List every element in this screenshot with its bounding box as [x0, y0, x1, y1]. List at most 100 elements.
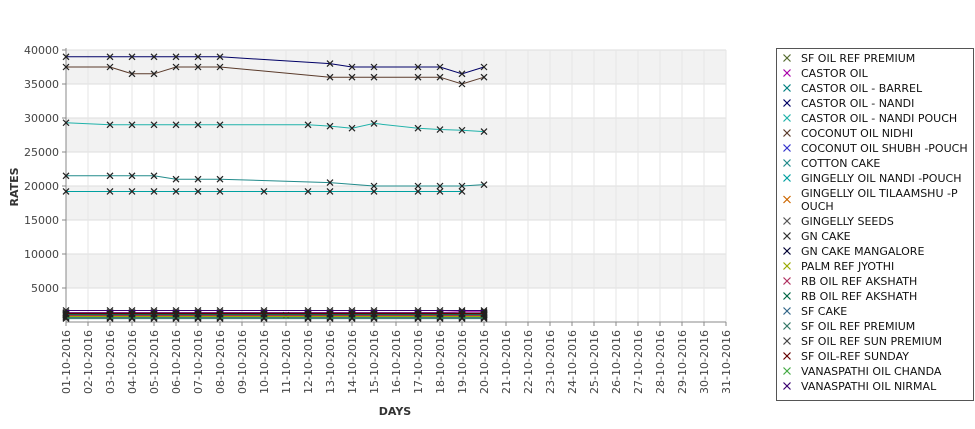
x-tick-label: 29-10-2016 — [676, 330, 689, 394]
x-tick-label: 01-10-2016 — [60, 330, 73, 394]
data-point — [414, 188, 422, 195]
data-point-stroke — [128, 70, 136, 78]
data-point — [62, 63, 70, 71]
legend-item: SF OIL REF SUN PREMIUM — [783, 335, 942, 348]
legend-label: COCONUT OIL SHUBH -POUCH — [801, 142, 968, 155]
data-point — [783, 54, 791, 62]
data-point — [172, 121, 180, 129]
legend-label-line: VANASPATHI OIL NIRMAL — [801, 380, 937, 393]
x-axis-ticks: 01-10-2016 02-10-2016 03-10-2016 04-10-2016… — [60, 322, 733, 394]
data-point — [128, 70, 136, 78]
data-point — [106, 307, 114, 314]
data-point — [150, 172, 158, 180]
data-point-stroke — [480, 181, 488, 189]
data-point-stroke — [370, 314, 378, 322]
x-tick-label: 12-10-2016 — [302, 330, 315, 394]
data-point-stroke — [106, 121, 114, 129]
data-point — [326, 60, 334, 68]
data-point-stroke — [304, 121, 312, 129]
data-point-stroke — [783, 217, 791, 225]
data-point — [370, 73, 378, 81]
data-point-stroke — [304, 314, 312, 322]
data-point — [172, 63, 180, 71]
legend-item: GN CAKE MANGALORE — [783, 245, 924, 258]
legend-label-line: SF OIL REF SUN PREMIUM — [801, 335, 942, 348]
legend-label-line: GN CAKE — [801, 230, 851, 243]
data-point — [62, 307, 70, 314]
data-point-stroke — [783, 114, 791, 122]
data-point — [304, 314, 312, 322]
data-point-stroke — [783, 307, 791, 315]
series-line — [66, 56, 485, 75]
data-point — [414, 124, 422, 132]
legend-label-line: COCONUT OIL SHUBH -POUCH — [801, 142, 968, 155]
data-point-stroke — [150, 121, 158, 129]
legend-item: CASTOR OIL - NANDI — [783, 97, 914, 110]
data-point-stroke — [458, 126, 466, 134]
data-point-stroke — [194, 188, 202, 195]
legend-label-line: SF OIL REF PREMIUM — [801, 320, 915, 333]
data-point-stroke — [783, 367, 791, 375]
data-point — [128, 172, 136, 180]
data-point — [783, 129, 791, 137]
data-point-stroke — [194, 175, 202, 183]
legend: SF OIL REF PREMIUM CASTOR OIL CASTOR OIL -… — [776, 48, 974, 401]
data-point-stroke — [458, 307, 466, 314]
legend-item: CASTOR OIL - BARREL — [783, 82, 923, 95]
series-group — [62, 188, 466, 195]
data-point — [348, 314, 356, 322]
series-line — [66, 66, 485, 85]
data-point-stroke — [62, 172, 70, 180]
data-point — [458, 314, 466, 322]
data-point — [172, 314, 180, 322]
y-tick-label: 35000 — [24, 78, 59, 91]
y-axis-label: RATES — [8, 167, 21, 206]
data-point-stroke — [458, 188, 466, 195]
y-tick-label: 10000 — [24, 248, 59, 261]
data-point — [348, 307, 356, 314]
data-point — [458, 188, 466, 195]
data-point-stroke — [458, 314, 466, 322]
data-point — [436, 182, 444, 190]
legend-item: GINGELLY SEEDS — [783, 215, 894, 228]
data-point — [150, 121, 158, 129]
data-point-stroke — [194, 53, 202, 61]
x-tick-label: 02-10-2016 — [82, 330, 95, 394]
data-point-stroke — [436, 182, 444, 190]
legend-item: GN CAKE — [783, 230, 851, 243]
data-point — [458, 80, 466, 88]
data-point — [414, 63, 422, 71]
legend-label-line: CASTOR OIL - BARREL — [801, 82, 923, 95]
data-point — [194, 175, 202, 183]
data-point — [128, 188, 136, 195]
legend-label-line: CASTOR OIL - NANDI — [801, 97, 914, 110]
data-point-stroke — [172, 314, 180, 322]
data-point — [436, 73, 444, 81]
data-point-stroke — [326, 179, 334, 187]
legend-label-line: RB OIL REF AKSHATH — [801, 275, 917, 288]
legend-label-line: SF OIL REF PREMIUM — [801, 52, 915, 65]
data-point-stroke — [348, 73, 356, 81]
data-point — [194, 314, 202, 322]
legend-label: COCONUT OIL NIDHI — [801, 127, 913, 140]
data-point-stroke — [348, 124, 356, 132]
legend-item: RB OIL REF AKSHATH — [783, 275, 917, 288]
data-point — [106, 63, 114, 71]
y-tick-label: 15000 — [24, 214, 59, 227]
data-point-stroke — [783, 277, 791, 285]
data-point — [783, 382, 791, 390]
legend-label-line: GN CAKE MANGALORE — [801, 245, 924, 258]
data-point-stroke — [106, 188, 114, 195]
data-point-stroke — [326, 314, 334, 322]
x-tick-label: 25-10-2016 — [588, 330, 601, 394]
x-tick-label: 05-10-2016 — [148, 330, 161, 394]
data-point — [216, 63, 224, 71]
data-point — [304, 121, 312, 129]
x-tick-label: 04-10-2016 — [126, 330, 139, 394]
data-point — [150, 70, 158, 78]
data-point-stroke — [106, 53, 114, 61]
data-point — [414, 182, 422, 190]
legend-label-line: GINGELLY SEEDS — [801, 215, 894, 228]
data-point-stroke — [128, 121, 136, 129]
series-group — [62, 314, 488, 322]
